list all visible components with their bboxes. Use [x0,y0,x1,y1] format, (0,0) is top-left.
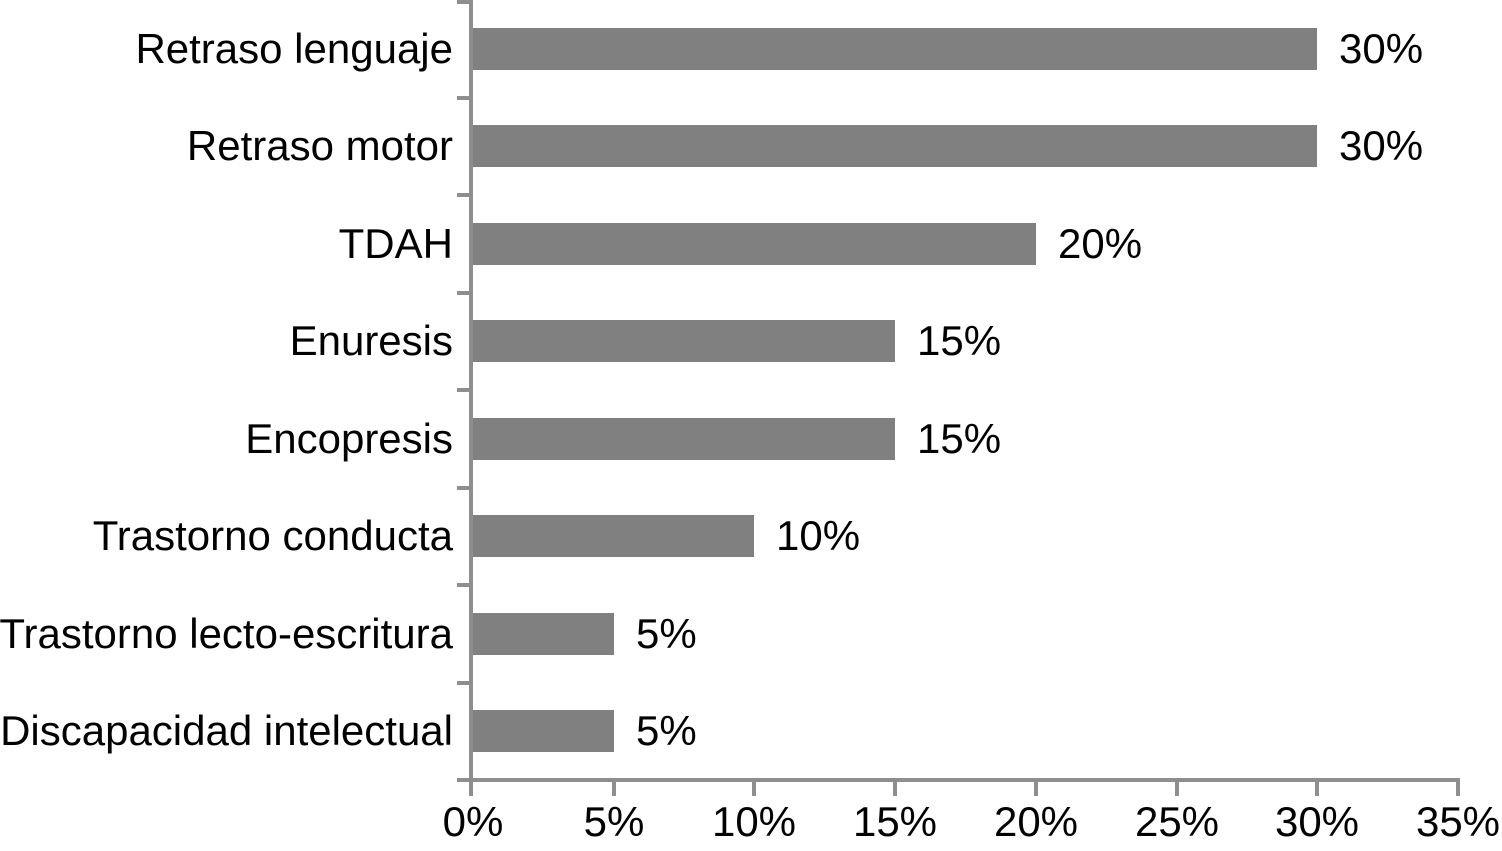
y-axis-tick [457,0,473,4]
value-label: 10% [776,512,861,560]
bar [473,612,614,655]
y-axis-tick [457,96,473,100]
x-tick-label: 20% [993,798,1079,845]
x-axis-tick [893,778,897,796]
y-axis-tick [457,583,473,587]
value-label: 30% [1339,122,1424,170]
x-tick-label: 10% [711,798,797,845]
category-label: Retraso lenguaje [135,24,453,72]
y-axis-tick [457,486,473,490]
x-tick-label: 25% [1134,798,1220,845]
y-axis-tick [457,193,473,197]
x-axis-tick [1034,778,1038,796]
value-label: 15% [917,317,1002,365]
x-tick-label: 30% [1274,798,1360,845]
value-label: 20% [1058,219,1143,267]
bar [473,515,754,558]
bar [473,417,895,460]
x-axis-tick [752,778,756,796]
category-label: Encopresis [245,414,453,462]
value-label: 5% [636,609,697,657]
y-axis-tick [457,388,473,392]
bar [473,710,614,753]
category-label: TDAH [338,219,453,267]
category-label: Retraso motor [186,122,453,170]
category-label: Trastorno lecto-escritura [0,609,453,657]
x-axis-tick [1175,778,1179,796]
bar [473,320,895,363]
value-label: 15% [917,414,1002,462]
x-tick-label: 15% [852,798,938,845]
x-tick-label: 0% [442,798,504,845]
x-axis-line [457,778,1459,782]
x-axis-tick [612,778,616,796]
bar [473,27,1317,70]
value-label: 5% [636,707,697,755]
x-tick-label: 5% [583,798,645,845]
value-label: 30% [1339,24,1424,72]
bar [473,125,1317,168]
category-label: Trastorno conducta [92,512,453,560]
x-axis-tick [1456,778,1460,796]
y-axis-tick [457,291,473,295]
category-label: Discapacidad intelectual [0,707,453,755]
x-axis-tick [1315,778,1319,796]
y-axis-line [469,0,473,796]
bar [473,222,1036,265]
x-tick-label: 35% [1415,798,1501,845]
y-axis-tick [457,681,473,685]
category-label: Enuresis [289,317,453,365]
